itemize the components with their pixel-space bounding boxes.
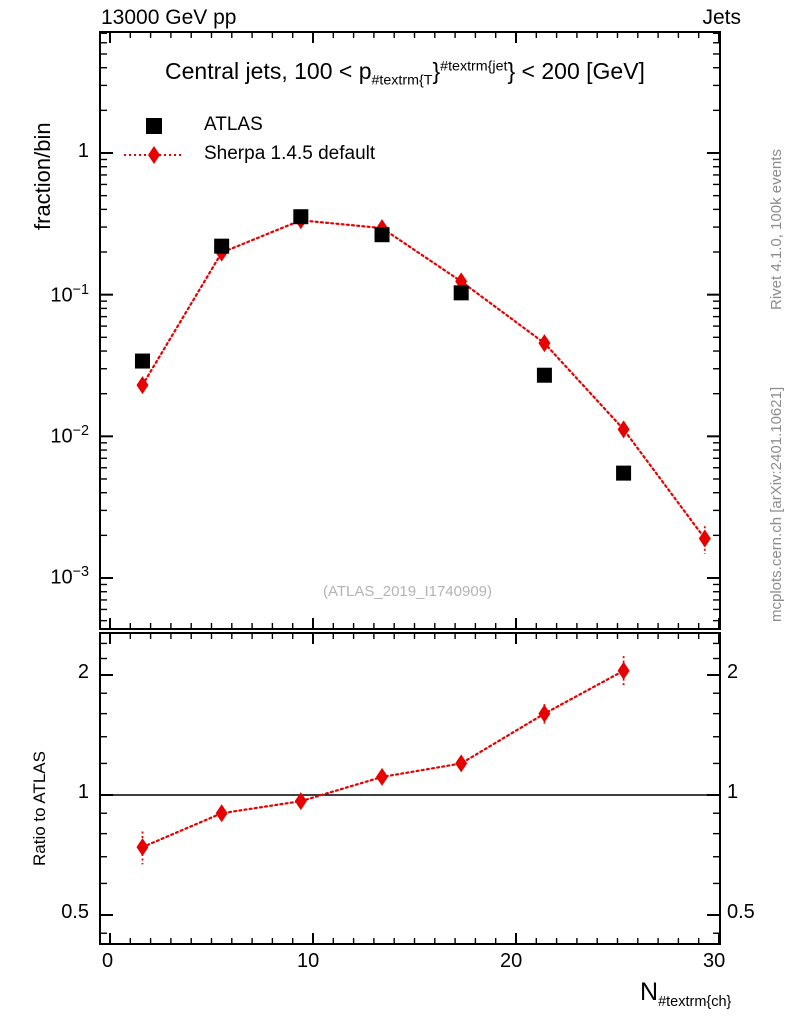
plot-title-mid: } <box>432 58 441 84</box>
plot-title-sub: #textrm{T <box>371 72 433 89</box>
legend-label-sherpa: Sherpa 1.4.5 default <box>204 143 376 164</box>
rivet-version-label: Rivet 4.1.0, 100k events <box>768 149 785 310</box>
x-axis-label-sub: #textrm{ch} <box>658 994 732 1010</box>
plot-title-post: } < 200 [GeV] <box>507 58 645 84</box>
xtick-30: 30 <box>703 950 726 972</box>
main-ytick-1: 1 <box>77 140 89 162</box>
legend-label-atlas: ATLAS <box>204 114 263 135</box>
ratio-ytick-2: 2 <box>77 661 89 683</box>
header-right-label: Jets <box>702 6 741 29</box>
main-ytick-1e-2: 10−2 <box>50 423 89 448</box>
ratio-ytick-right-05: 0.5 <box>727 901 755 923</box>
xtick-20: 20 <box>500 950 523 972</box>
ratio-ytick-right-1: 1 <box>727 781 739 803</box>
ratio-ytick-05: 0.5 <box>61 901 89 923</box>
ratio-ytick-right-2: 2 <box>727 661 739 683</box>
plot-title: Central jets, 100 < p#textrm{T}#textrm{j… <box>165 58 645 89</box>
main-plot-frame <box>99 31 721 630</box>
main-ytick-1e-1: 10−1 <box>50 282 89 307</box>
main-y-axis-label: fraction/bin <box>30 122 55 230</box>
plot-title-pre: Central jets, 100 < p <box>165 58 372 84</box>
main-ytick-1e-3: 10−3 <box>50 564 89 589</box>
legend-entry-sherpa[interactable]: Sherpa 1.4.5 default <box>124 142 402 168</box>
analysis-watermark: (ATLAS_2019_I1740909) <box>323 583 493 600</box>
plot-title-sup: #textrm{jet <box>440 58 508 75</box>
xtick-10: 10 <box>297 950 320 972</box>
header-left-label: 13000 GeV pp <box>101 6 237 29</box>
xtick-0: 0 <box>102 950 114 972</box>
x-axis-label-base: N <box>640 978 659 1006</box>
ratio-ytick-1: 1 <box>77 781 89 803</box>
ratio-plot-frame <box>99 632 721 945</box>
ratio-y-axis-label: Ratio to ATLAS <box>30 751 49 866</box>
legend-marker-square-icon <box>146 118 162 134</box>
legend-entry-atlas[interactable]: ATLAS <box>142 113 402 139</box>
mcplots-source-label: mcplots.cern.ch [arXiv:2401.10621] <box>768 386 785 622</box>
x-axis-label: N#textrm{ch} <box>640 978 731 1010</box>
